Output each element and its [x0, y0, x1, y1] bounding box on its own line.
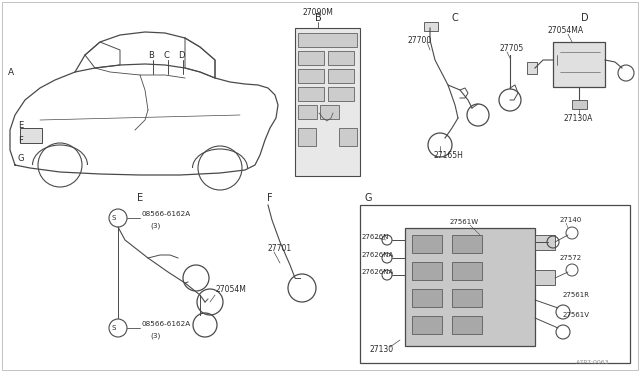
Bar [20, 128, 42, 143]
Bar [424, 22, 438, 31]
Bar [298, 128, 316, 146]
Text: 27130A: 27130A [563, 113, 593, 122]
Text: G: G [18, 154, 24, 163]
Text: S: S [112, 215, 116, 221]
Bar [328, 87, 354, 101]
Text: 27572: 27572 [560, 255, 582, 261]
Text: (3): (3) [150, 223, 160, 229]
Text: A: A [8, 67, 14, 77]
Bar [452, 316, 482, 334]
Bar [298, 33, 357, 47]
Bar [328, 69, 354, 83]
Text: 27626N: 27626N [362, 234, 390, 240]
Bar [535, 270, 555, 285]
Bar [298, 87, 324, 101]
Text: (3): (3) [150, 333, 160, 339]
Text: 27090M: 27090M [303, 7, 333, 16]
Text: 08566-6162A: 08566-6162A [142, 321, 191, 327]
Text: D: D [581, 13, 589, 23]
Bar [452, 235, 482, 253]
Bar [360, 205, 630, 363]
Bar [452, 289, 482, 307]
Text: E: E [137, 193, 143, 203]
Text: 27561R: 27561R [563, 292, 590, 298]
Text: 27140: 27140 [560, 217, 582, 223]
Bar [295, 28, 360, 176]
Text: C: C [163, 51, 169, 60]
Bar [527, 62, 537, 74]
Bar [412, 235, 442, 253]
Text: 27054MA: 27054MA [547, 26, 583, 35]
Text: 27626NA: 27626NA [362, 252, 394, 258]
Bar [572, 100, 587, 109]
Text: 27165H: 27165H [434, 151, 464, 160]
Text: G: G [364, 193, 372, 203]
Bar [298, 51, 324, 65]
Text: 27705: 27705 [500, 44, 524, 52]
Text: 27561V: 27561V [563, 312, 590, 318]
Text: F: F [267, 193, 273, 203]
Bar [298, 69, 324, 83]
Text: E: E [18, 121, 23, 129]
Bar [298, 105, 317, 119]
Bar [412, 262, 442, 280]
Text: 27701: 27701 [268, 244, 292, 253]
Bar [328, 51, 354, 65]
Text: A7P7:0063: A7P7:0063 [577, 359, 610, 365]
Text: 27561W: 27561W [450, 219, 479, 225]
Bar [405, 228, 535, 346]
Bar [339, 128, 357, 146]
Text: B: B [148, 51, 154, 60]
Text: 27054M: 27054M [215, 285, 246, 295]
Text: F: F [18, 135, 23, 144]
Text: C: C [452, 13, 458, 23]
Text: 27130: 27130 [370, 346, 394, 355]
Text: 27700: 27700 [407, 35, 431, 45]
Bar [320, 105, 339, 119]
Text: S: S [112, 325, 116, 331]
Text: D: D [178, 51, 184, 60]
Bar [412, 316, 442, 334]
Text: 27626NA: 27626NA [362, 269, 394, 275]
Bar [452, 262, 482, 280]
Text: B: B [315, 13, 321, 23]
Text: 08566-6162A: 08566-6162A [142, 211, 191, 217]
Bar [535, 235, 555, 250]
Bar [412, 289, 442, 307]
Bar [553, 42, 605, 87]
